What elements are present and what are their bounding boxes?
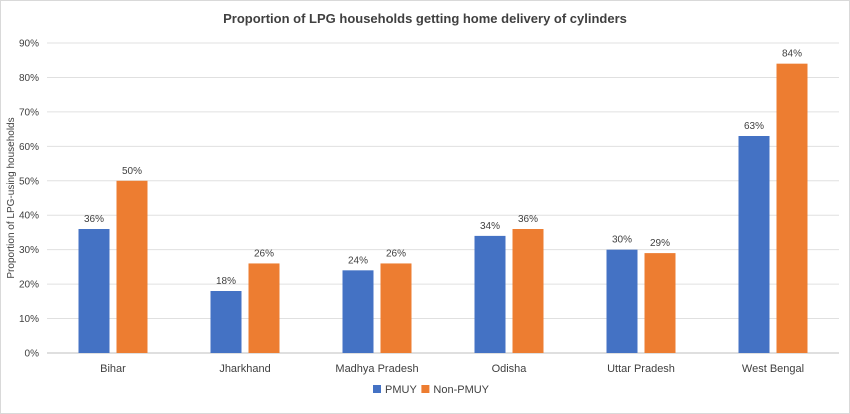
y-tick-label: 60%	[19, 142, 39, 153]
y-tick-label: 50%	[19, 176, 39, 187]
bar-pmuy-uttar-pradesh	[606, 249, 638, 353]
gridlines	[47, 42, 839, 354]
data-label: 30%	[612, 235, 632, 246]
bar-pmuy-odisha	[474, 235, 506, 353]
data-label: 36%	[518, 214, 538, 225]
data-label: 34%	[480, 221, 500, 232]
chart-title: Proportion of LPG households getting hom…	[223, 11, 627, 26]
y-tick-label: 20%	[19, 280, 39, 291]
legend-swatch	[421, 385, 430, 393]
y-tick-label: 70%	[19, 107, 39, 118]
y-tick-label: 10%	[19, 314, 39, 325]
data-label: 18%	[216, 276, 236, 287]
y-tick-label: 0%	[25, 349, 40, 360]
bar-non-pmuy-madhya-pradesh	[380, 263, 412, 353]
y-tick-label: 80%	[19, 73, 39, 84]
y-axis-ticks: 0% 10% 20% 30% 40% 50% 60% 70% 80% 90%	[19, 39, 39, 360]
bar-pmuy-bihar	[78, 229, 110, 353]
y-tick-label: 90%	[19, 39, 39, 50]
legend-label: PMUY	[385, 384, 417, 396]
data-label: 50%	[122, 166, 142, 177]
y-tick-label: 40%	[19, 211, 39, 222]
legend-label: Non-PMUY	[433, 384, 489, 396]
x-axis-categories: Bihar Jharkhand Madhya Pradesh Odisha Uttar …	[100, 363, 804, 375]
data-label: 29%	[650, 238, 670, 249]
x-category-label: Odisha	[492, 363, 528, 375]
x-category-label: West Bengal	[742, 363, 804, 375]
y-axis-label: Proportion of LPG-using households	[6, 117, 17, 278]
data-label: 24%	[348, 255, 368, 266]
bar-non-pmuy-uttar-pradesh	[644, 253, 676, 353]
data-labels: 36% 50% 18% 26% 24% 26% 34% 36% 30% 29% 63% 84%	[84, 49, 802, 287]
x-category-label: Madhya Pradesh	[335, 363, 418, 375]
bars	[78, 63, 808, 354]
legend: PMUY Non-PMUY	[373, 384, 490, 396]
bar-pmuy-west-bengal	[738, 136, 770, 353]
x-category-label: Jharkhand	[219, 363, 270, 375]
y-tick-label: 30%	[19, 245, 39, 256]
data-label: 36%	[84, 214, 104, 225]
bar-non-pmuy-bihar	[116, 180, 148, 353]
bar-pmuy-madhya-pradesh	[342, 270, 374, 353]
x-category-label: Uttar Pradesh	[607, 363, 675, 375]
x-category-label: Bihar	[100, 363, 126, 375]
bar-non-pmuy-odisha	[512, 229, 544, 353]
bar-non-pmuy-jharkhand	[248, 263, 280, 353]
data-label: 26%	[386, 248, 406, 259]
bar-pmuy-jharkhand	[210, 291, 242, 353]
bar-non-pmuy-west-bengal	[776, 63, 808, 354]
legend-swatch	[373, 385, 381, 393]
data-label: 26%	[254, 248, 274, 259]
data-label: 63%	[744, 121, 764, 132]
data-label: 84%	[782, 49, 802, 60]
